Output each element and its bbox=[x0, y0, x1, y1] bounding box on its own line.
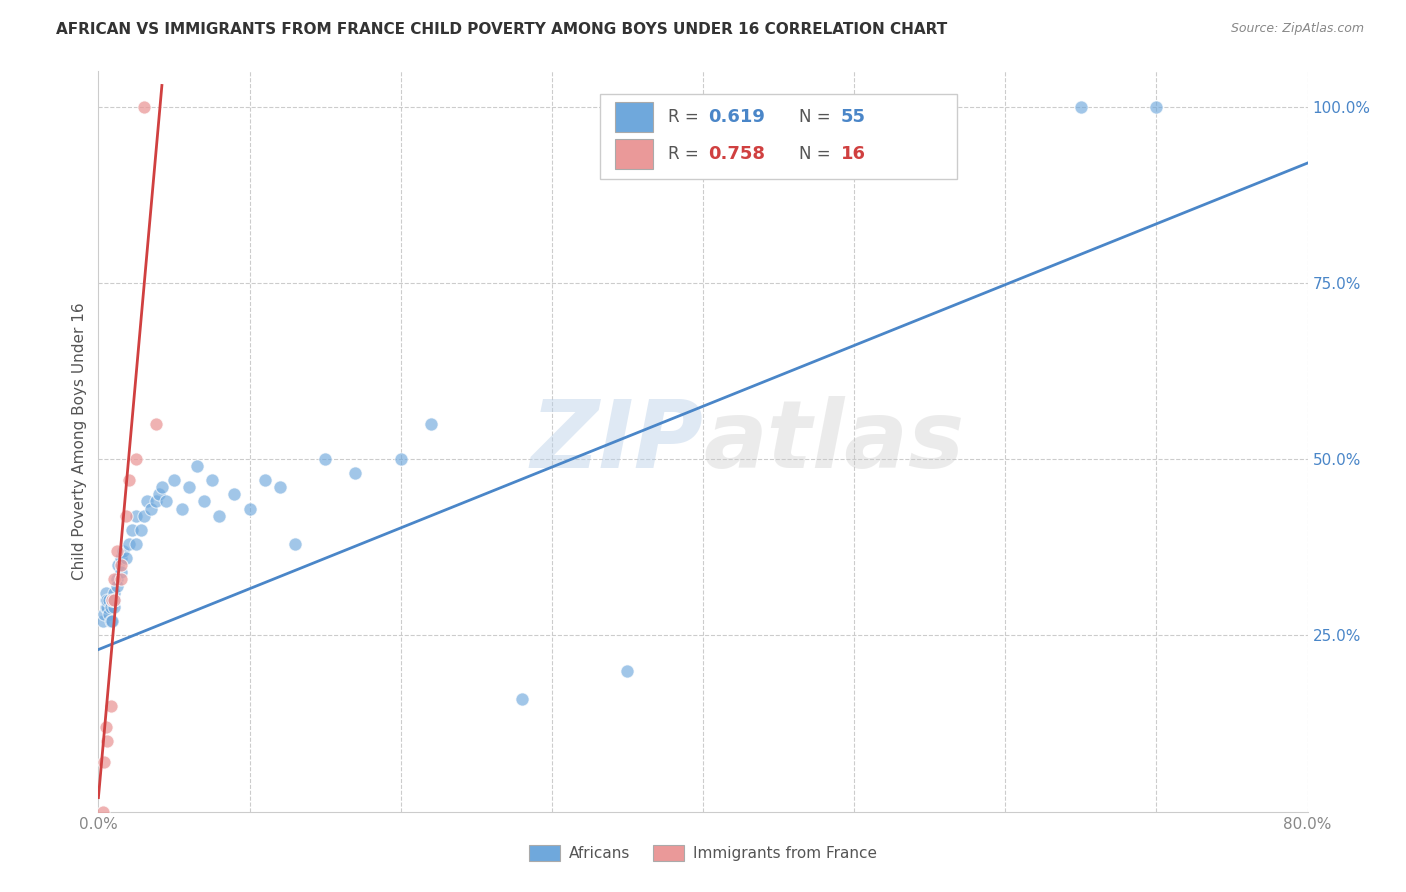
Point bbox=[103, 600, 125, 615]
Point bbox=[114, 550, 136, 565]
Text: Source: ZipAtlas.com: Source: ZipAtlas.com bbox=[1230, 22, 1364, 36]
Point bbox=[141, 501, 163, 516]
Point bbox=[103, 593, 125, 607]
Bar bbox=[614, 139, 654, 169]
Point bbox=[389, 452, 412, 467]
Point bbox=[103, 572, 125, 586]
Point bbox=[96, 734, 118, 748]
Point bbox=[101, 593, 124, 607]
Bar bbox=[614, 103, 654, 132]
Point bbox=[132, 508, 155, 523]
Point bbox=[93, 607, 115, 622]
Point bbox=[107, 558, 129, 572]
Point bbox=[96, 600, 118, 615]
Point bbox=[100, 698, 122, 713]
Point bbox=[110, 550, 132, 565]
Point bbox=[125, 537, 148, 551]
Text: ZIP: ZIP bbox=[530, 395, 703, 488]
Point bbox=[94, 593, 117, 607]
Point bbox=[96, 593, 118, 607]
Point bbox=[105, 544, 128, 558]
Point bbox=[114, 508, 136, 523]
Point bbox=[253, 473, 276, 487]
Y-axis label: Child Poverty Among Boys Under 16: Child Poverty Among Boys Under 16 bbox=[72, 302, 87, 581]
Point bbox=[125, 508, 148, 523]
Point bbox=[101, 593, 124, 607]
Point bbox=[186, 459, 208, 474]
Text: 0.619: 0.619 bbox=[707, 108, 765, 127]
Point bbox=[201, 473, 224, 487]
Point bbox=[145, 417, 167, 431]
Point bbox=[103, 593, 125, 607]
Point bbox=[135, 494, 157, 508]
Point bbox=[344, 467, 367, 481]
Point bbox=[94, 720, 117, 734]
Point bbox=[155, 494, 177, 508]
Text: atlas: atlas bbox=[703, 395, 965, 488]
Point bbox=[148, 487, 170, 501]
Point bbox=[208, 508, 231, 523]
Point bbox=[101, 615, 124, 629]
Point bbox=[91, 615, 114, 629]
Point bbox=[193, 494, 215, 508]
Point bbox=[110, 572, 132, 586]
Point bbox=[150, 480, 173, 494]
Legend: Africans, Immigrants from France: Africans, Immigrants from France bbox=[523, 838, 883, 867]
Text: 0.758: 0.758 bbox=[707, 145, 765, 163]
Text: 16: 16 bbox=[841, 145, 866, 163]
Point bbox=[93, 756, 115, 770]
Text: N =: N = bbox=[799, 108, 835, 127]
Point bbox=[510, 692, 533, 706]
Text: R =: R = bbox=[668, 145, 704, 163]
Point bbox=[284, 537, 307, 551]
Point bbox=[105, 572, 128, 586]
Point bbox=[94, 586, 117, 600]
Point bbox=[224, 487, 246, 501]
Text: R =: R = bbox=[668, 108, 704, 127]
Point bbox=[1144, 100, 1167, 114]
Point bbox=[110, 565, 132, 579]
Text: AFRICAN VS IMMIGRANTS FROM FRANCE CHILD POVERTY AMONG BOYS UNDER 16 CORRELATION : AFRICAN VS IMMIGRANTS FROM FRANCE CHILD … bbox=[56, 22, 948, 37]
Point bbox=[100, 600, 122, 615]
Text: 55: 55 bbox=[841, 108, 866, 127]
Point bbox=[125, 452, 148, 467]
Point bbox=[111, 544, 134, 558]
Point bbox=[314, 452, 336, 467]
Point bbox=[145, 494, 167, 508]
Point bbox=[100, 615, 122, 629]
Point bbox=[1070, 100, 1092, 114]
Point bbox=[163, 473, 186, 487]
Point bbox=[132, 100, 155, 114]
Point bbox=[94, 600, 117, 615]
Point bbox=[420, 417, 443, 431]
Point bbox=[170, 501, 193, 516]
Point bbox=[103, 586, 125, 600]
Text: N =: N = bbox=[799, 145, 835, 163]
Point bbox=[269, 480, 291, 494]
Point bbox=[129, 523, 152, 537]
Point bbox=[239, 501, 262, 516]
Point bbox=[105, 579, 128, 593]
Point bbox=[110, 558, 132, 572]
Point bbox=[616, 664, 638, 678]
Point bbox=[121, 523, 143, 537]
Point bbox=[118, 537, 141, 551]
Point bbox=[98, 593, 121, 607]
Point bbox=[179, 480, 201, 494]
Point bbox=[91, 805, 114, 819]
Point bbox=[98, 607, 121, 622]
Point bbox=[118, 473, 141, 487]
FancyBboxPatch shape bbox=[600, 94, 957, 178]
